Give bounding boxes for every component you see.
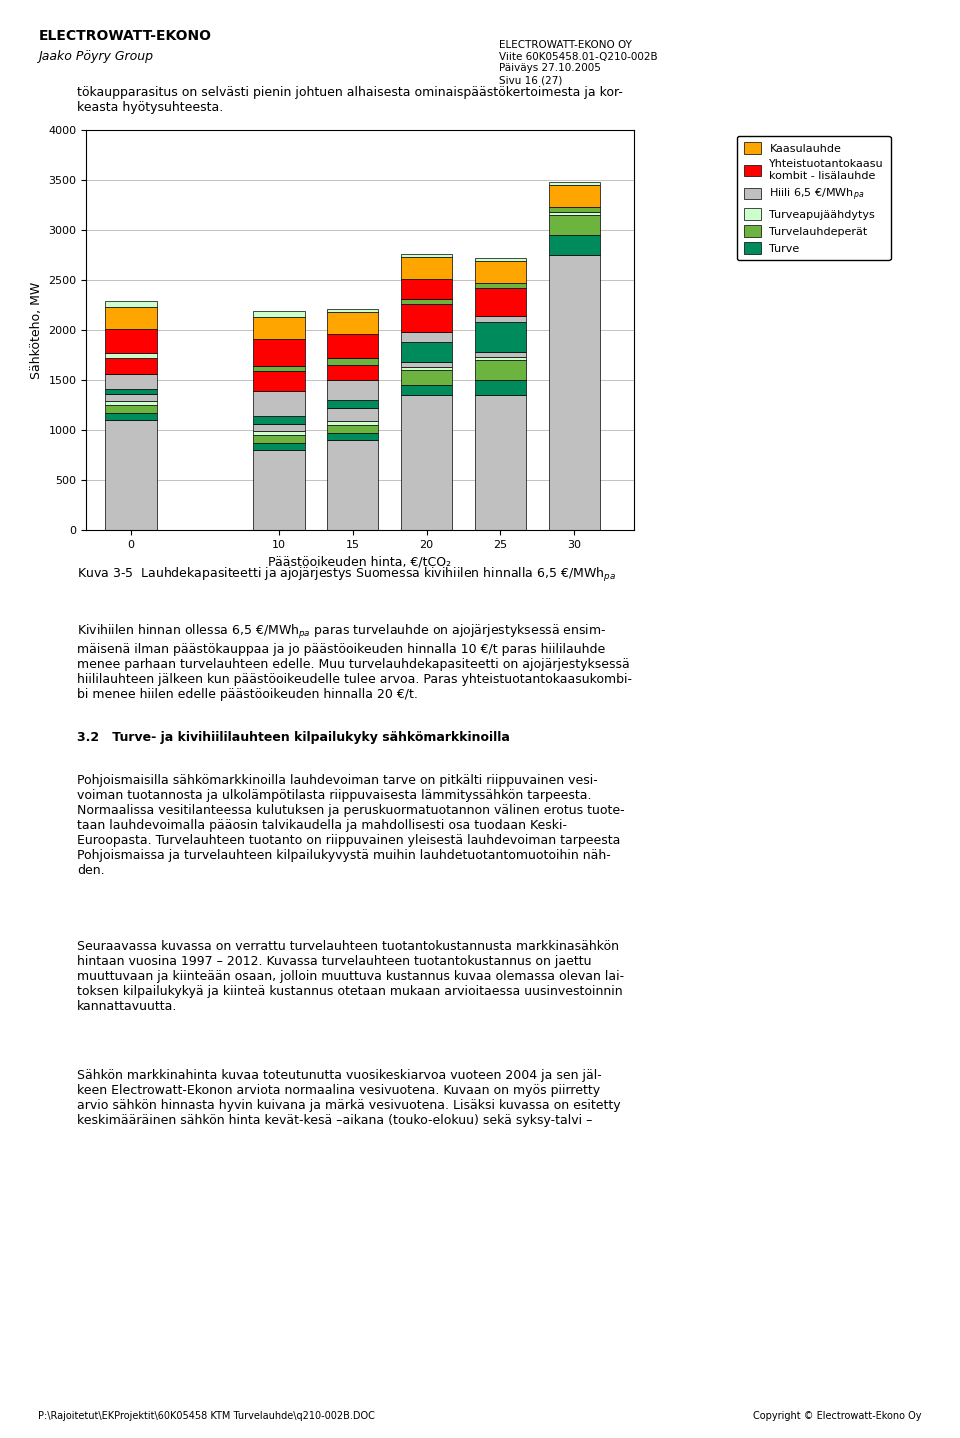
Bar xyxy=(105,401,156,406)
Text: Pohjoismaisilla sähkömarkkinoilla lauhdevoiman tarve on pitkälti riippuvainen ve: Pohjoismaisilla sähkömarkkinoilla lauhde… xyxy=(77,775,624,877)
Bar xyxy=(105,306,156,329)
Bar xyxy=(105,301,156,306)
Bar xyxy=(400,370,452,385)
Bar xyxy=(252,416,304,424)
Bar xyxy=(326,358,378,365)
Bar xyxy=(326,365,378,380)
Text: P:\Rajoitetut\EKProjektit\60K05458 KTM Turvelauhde\q210-002B.DOC: P:\Rajoitetut\EKProjektit\60K05458 KTM T… xyxy=(38,1411,375,1421)
Text: Kuva 3-5  Lauhdekapasiteetti ja ajojärjestys Suomessa kivihiilen hinnalla 6,5 €/: Kuva 3-5 Lauhdekapasiteetti ja ajojärjes… xyxy=(77,567,615,584)
Text: 3.2   Turve- ja kivihiililauhteen kilpailukyky sähkömarkkinoilla: 3.2 Turve- ja kivihiililauhteen kilpailu… xyxy=(77,732,510,745)
Bar xyxy=(474,357,526,360)
Bar xyxy=(326,312,378,334)
Bar xyxy=(400,257,452,279)
Bar xyxy=(400,299,452,303)
Bar xyxy=(326,426,378,433)
Text: tökaupparasitus on selvästi pienin johtuen alhaisesta ominaispäästökertoimesta j: tökaupparasitus on selvästi pienin johtu… xyxy=(77,86,623,114)
Bar xyxy=(474,316,526,322)
Text: Copyright © Electrowatt-Ekono Oy: Copyright © Electrowatt-Ekono Oy xyxy=(753,1411,922,1421)
Bar xyxy=(400,255,452,257)
Bar xyxy=(400,367,452,370)
Bar xyxy=(548,186,600,207)
Y-axis label: Sähköteho, MW: Sähköteho, MW xyxy=(30,282,43,378)
Bar xyxy=(474,360,526,380)
Bar xyxy=(252,431,304,436)
Bar xyxy=(474,395,526,531)
Bar xyxy=(400,385,452,395)
Bar xyxy=(326,400,378,408)
Bar xyxy=(548,255,600,531)
Bar xyxy=(326,440,378,531)
Bar xyxy=(252,371,304,391)
Bar xyxy=(252,391,304,416)
Bar xyxy=(105,358,156,374)
Bar xyxy=(326,334,378,358)
Text: ELECTROWATT-EKONO OY
Viite 60K05458.01-Q210-002B
Päiväys 27.10.2005
Sivu 16 (27): ELECTROWATT-EKONO OY Viite 60K05458.01-Q… xyxy=(499,40,658,85)
Bar xyxy=(400,303,452,332)
Bar xyxy=(105,329,156,352)
Bar xyxy=(548,216,600,234)
Bar xyxy=(252,339,304,367)
Bar xyxy=(400,342,452,362)
X-axis label: Päästöoikeuden hinta, €/tCO₂: Päästöoikeuden hinta, €/tCO₂ xyxy=(269,555,451,568)
Text: Sähkön markkinahinta kuvaa toteutunutta vuosikeskiarvoa vuoteen 2004 ja sen jäl-: Sähkön markkinahinta kuvaa toteutunutta … xyxy=(77,1070,620,1127)
Bar xyxy=(474,380,526,395)
Text: Jaako Pöyry Group: Jaako Pöyry Group xyxy=(38,50,154,63)
Bar xyxy=(105,352,156,358)
Bar xyxy=(474,257,526,262)
Text: ELECTROWATT-EKONO: ELECTROWATT-EKONO xyxy=(38,29,211,43)
Bar xyxy=(252,443,304,450)
Bar xyxy=(326,421,378,426)
Bar xyxy=(474,322,526,352)
Bar xyxy=(252,316,304,339)
Bar xyxy=(400,332,452,342)
Bar xyxy=(548,183,600,186)
Bar xyxy=(326,433,378,440)
Bar xyxy=(105,374,156,390)
Bar xyxy=(400,395,452,531)
Bar xyxy=(105,394,156,401)
Bar xyxy=(252,450,304,531)
Bar xyxy=(105,406,156,413)
Bar xyxy=(252,436,304,443)
Bar xyxy=(326,408,378,421)
Bar xyxy=(548,207,600,211)
Bar xyxy=(474,352,526,357)
Bar xyxy=(474,262,526,283)
Bar xyxy=(105,420,156,531)
Bar xyxy=(326,380,378,400)
Text: Kivihiilen hinnan ollessa 6,5 €/MWh$_{pa}$ paras turvelauhde on ajojärjestyksess: Kivihiilen hinnan ollessa 6,5 €/MWh$_{pa… xyxy=(77,624,632,702)
Bar xyxy=(252,424,304,431)
Bar xyxy=(548,211,600,216)
Bar xyxy=(400,362,452,367)
Bar xyxy=(105,390,156,394)
Bar xyxy=(252,367,304,371)
Bar xyxy=(105,413,156,420)
Bar xyxy=(326,309,378,312)
Bar xyxy=(474,283,526,288)
Bar xyxy=(400,279,452,299)
Text: Seuraavassa kuvassa on verrattu turvelauhteen tuotantokustannusta markkinasähkön: Seuraavassa kuvassa on verrattu turvelau… xyxy=(77,940,624,1012)
Bar xyxy=(252,311,304,316)
Bar xyxy=(474,288,526,316)
Legend: Kaasulauhde, Yhteistuotantokaasu
kombit - lisälauhde, Hiili 6,5 €/MWh$_{pa}$, Tu: Kaasulauhde, Yhteistuotantokaasu kombit … xyxy=(737,135,891,260)
Bar xyxy=(548,234,600,255)
